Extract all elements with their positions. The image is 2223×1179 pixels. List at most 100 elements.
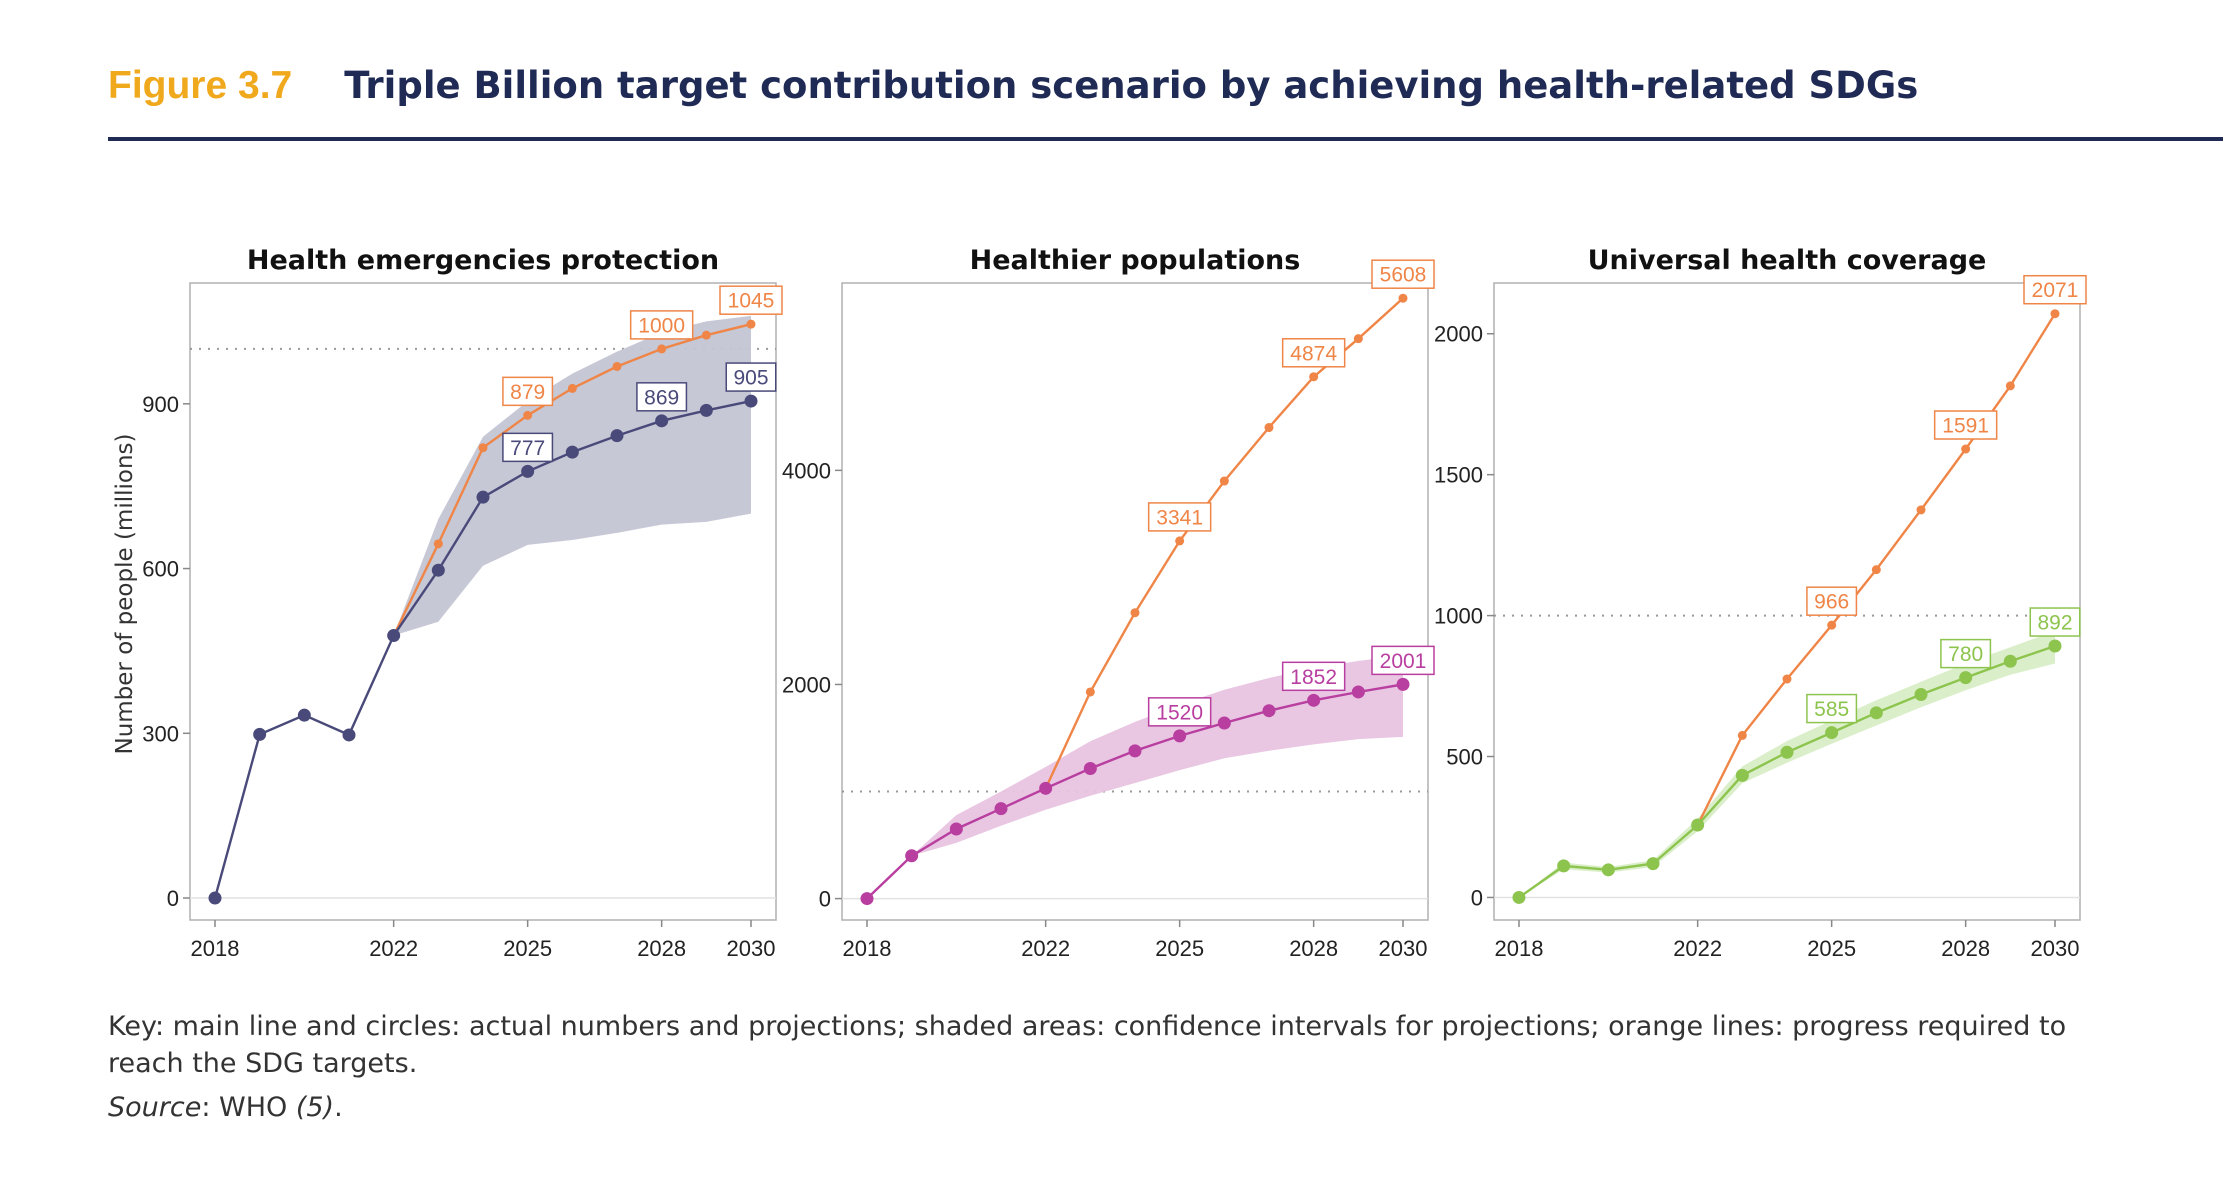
main-data-point (949, 822, 963, 836)
data-label: 5608 (1371, 259, 1435, 289)
x-tick-label: 2018 (191, 936, 240, 961)
data-label: 780 (1940, 638, 1992, 669)
main-data-point (476, 490, 490, 504)
data-label: 3341 (1147, 502, 1212, 532)
target-data-point (567, 383, 577, 393)
main-data-point (1914, 688, 1928, 702)
target-data-point (1827, 620, 1837, 630)
target-data-point (2050, 309, 2060, 319)
data-label: 869 (636, 382, 688, 412)
y-tick-label: 600 (142, 557, 179, 582)
header-rule (108, 137, 2223, 141)
data-label: 2071 (2023, 274, 2087, 305)
source-end: . (334, 1092, 343, 1123)
data-label-box (502, 432, 554, 463)
source-sep: : WHO (201, 1092, 296, 1123)
data-label-box (1933, 410, 1998, 440)
x-tick-label: 2022 (1673, 936, 1722, 961)
target-data-point (746, 319, 756, 329)
y-tick-label: 2000 (1434, 322, 1483, 347)
data-label-box (636, 382, 688, 412)
main-data-point (1780, 745, 1794, 759)
data-label: 1591 (1933, 410, 1998, 440)
data-label-text: 585 (1814, 698, 1849, 721)
data-label-text: 2001 (1380, 650, 1427, 673)
target-data-point (1175, 536, 1185, 546)
target-data-point (1219, 476, 1229, 486)
target-data-point (433, 539, 443, 549)
y-tick-label: 0 (1471, 885, 1483, 910)
main-data-point (253, 727, 267, 741)
chart-title: Healthier populations (970, 245, 1301, 276)
main-data-point (565, 445, 579, 459)
main-data-point (1039, 781, 1053, 795)
target-data-point (1353, 334, 1363, 344)
target-data-point (657, 344, 667, 354)
main-data-point (1217, 716, 1231, 730)
main-data-point (342, 728, 356, 742)
main-data-point (1083, 762, 1097, 776)
data-label-box (2029, 607, 2081, 637)
data-label-text: 869 (644, 386, 679, 409)
y-tick-label: 500 (1446, 745, 1483, 770)
data-label-text: 905 (733, 367, 768, 390)
source-label: Source (108, 1092, 202, 1123)
data-label-box (502, 376, 554, 407)
data-label-box (1940, 638, 1992, 669)
data-label-text: 892 (2037, 612, 2072, 635)
data-label-box (2023, 274, 2087, 305)
target-data-point (1130, 608, 1140, 618)
y-tick-label: 1500 (1434, 463, 1483, 488)
confidence-band (911, 655, 1403, 856)
y-axis-label: Number of people (millions) (112, 433, 138, 754)
main-data-point (2048, 639, 2062, 653)
chart-panel-uhc: Universal health coverage 0 500 1000 1500 200… (1434, 245, 2087, 961)
target-data-point (1085, 687, 1095, 697)
data-label: 1000 (629, 310, 694, 340)
data-label: 4874 (1281, 338, 1346, 368)
data-label-box (1147, 502, 1212, 532)
target-data-point (1264, 423, 1274, 433)
x-tick-label: 2022 (1021, 936, 1070, 961)
data-label-text: 3341 (1156, 506, 1203, 529)
data-label: 1045 (719, 285, 783, 315)
main-data-point (994, 802, 1008, 816)
y-tick-label: 300 (142, 721, 179, 746)
chart-title: Health emergencies protection (247, 245, 719, 276)
source-ref: (5) (295, 1092, 335, 1123)
main-data-point (905, 849, 919, 863)
target-data-point (1398, 293, 1408, 303)
data-label-box (629, 310, 694, 340)
data-label-box (1281, 661, 1346, 692)
main-data-point (1601, 863, 1615, 877)
main-data-point (1396, 677, 1410, 691)
chart-area: Number of people (millions) Health emerge… (112, 245, 2087, 961)
main-data-point (699, 403, 713, 417)
data-label-text: 2071 (2032, 279, 2079, 302)
main-data-point (297, 708, 311, 722)
data-label: 1520 (1147, 697, 1212, 727)
y-tick-label: 2000 (782, 672, 831, 697)
data-label-text: 966 (1814, 591, 1849, 614)
data-label-text: 777 (510, 437, 545, 460)
main-data-point (610, 429, 624, 443)
data-label: 892 (2029, 607, 2081, 637)
plot-frame (841, 282, 1429, 921)
chart-title: Universal health coverage (1588, 245, 1987, 276)
data-label-text: 1591 (1942, 415, 1989, 438)
chart-panel-hp: Healthier populations 0 2000 4000 2018 2022 20… (782, 245, 1435, 961)
data-label-box (1371, 259, 1435, 289)
y-tick-label: 0 (819, 887, 831, 912)
plot-frame (1493, 282, 2081, 921)
main-data-point (387, 629, 401, 643)
main-data-point (1869, 706, 1883, 720)
x-tick-label: 2028 (637, 936, 686, 961)
data-label: 585 (1806, 693, 1858, 724)
data-label-text: 780 (1948, 643, 1983, 666)
data-label: 1852 (1281, 661, 1346, 692)
target-data-point (701, 330, 711, 340)
x-tick-label: 2025 (1807, 936, 1856, 961)
data-label: 905 (725, 362, 777, 392)
target-data-point (612, 361, 622, 371)
main-data-point (1557, 859, 1571, 873)
